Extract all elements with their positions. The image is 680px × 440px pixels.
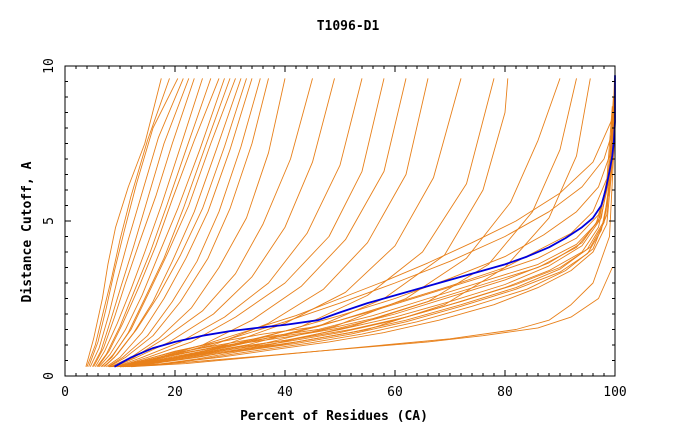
series-line-0 bbox=[85, 78, 162, 367]
series-line-40 bbox=[122, 158, 614, 368]
plot-lines bbox=[85, 75, 616, 368]
series-line-25 bbox=[125, 78, 495, 368]
series-line-16 bbox=[108, 78, 269, 368]
x-axis-label: Percent of Residues (CA) bbox=[240, 409, 428, 424]
series-line-3 bbox=[89, 78, 184, 367]
series-line-6 bbox=[94, 78, 203, 367]
y-tick-label: 10 bbox=[42, 58, 57, 74]
x-tick-label: 20 bbox=[167, 385, 183, 400]
series-line-20 bbox=[116, 78, 363, 368]
series-line-15 bbox=[107, 78, 261, 368]
series-line-42 bbox=[122, 109, 616, 368]
series-line-14 bbox=[106, 78, 253, 368]
y-tick-label: 0 bbox=[42, 372, 57, 380]
series-line-9 bbox=[98, 78, 225, 367]
series-line-17 bbox=[110, 78, 286, 368]
x-tick-label: 40 bbox=[277, 385, 293, 400]
series-line-8 bbox=[97, 78, 220, 367]
highlight-series-line bbox=[114, 75, 616, 368]
x-tick-label: 100 bbox=[603, 385, 626, 400]
series-line-19 bbox=[114, 78, 335, 368]
series-line-7 bbox=[96, 78, 212, 367]
series-line-44 bbox=[125, 106, 615, 368]
series-line-11 bbox=[101, 78, 236, 368]
series-line-35 bbox=[119, 78, 616, 368]
series-line-39 bbox=[117, 96, 614, 368]
series-line-43 bbox=[119, 118, 613, 368]
y-axis-ticks: 0 5 10 bbox=[42, 58, 615, 380]
series-line-5 bbox=[93, 78, 195, 367]
series-line-2 bbox=[88, 78, 179, 367]
x-tick-label: 80 bbox=[497, 385, 513, 400]
y-tick-label: 5 bbox=[42, 217, 57, 225]
chart-title: T1096-D1 bbox=[317, 19, 380, 34]
x-tick-label: 60 bbox=[387, 385, 403, 400]
series-line-1 bbox=[86, 78, 170, 367]
series-line-26 bbox=[127, 78, 509, 368]
series-line-27 bbox=[128, 78, 561, 368]
series-line-13 bbox=[104, 78, 247, 368]
y-axis-label: Distance Cutoff, A bbox=[20, 161, 35, 302]
series-line-37 bbox=[119, 140, 613, 368]
series-line-41 bbox=[119, 127, 615, 368]
series-line-38 bbox=[117, 78, 615, 368]
x-axis-ticks: 0 20 40 60 80 100 bbox=[61, 66, 627, 400]
series-line-4 bbox=[92, 78, 190, 367]
series-line-30 bbox=[114, 118, 616, 368]
series-line-21 bbox=[117, 78, 385, 368]
series-line-45 bbox=[108, 267, 613, 368]
x-tick-label: 0 bbox=[61, 385, 69, 400]
series-line-46 bbox=[130, 127, 616, 368]
